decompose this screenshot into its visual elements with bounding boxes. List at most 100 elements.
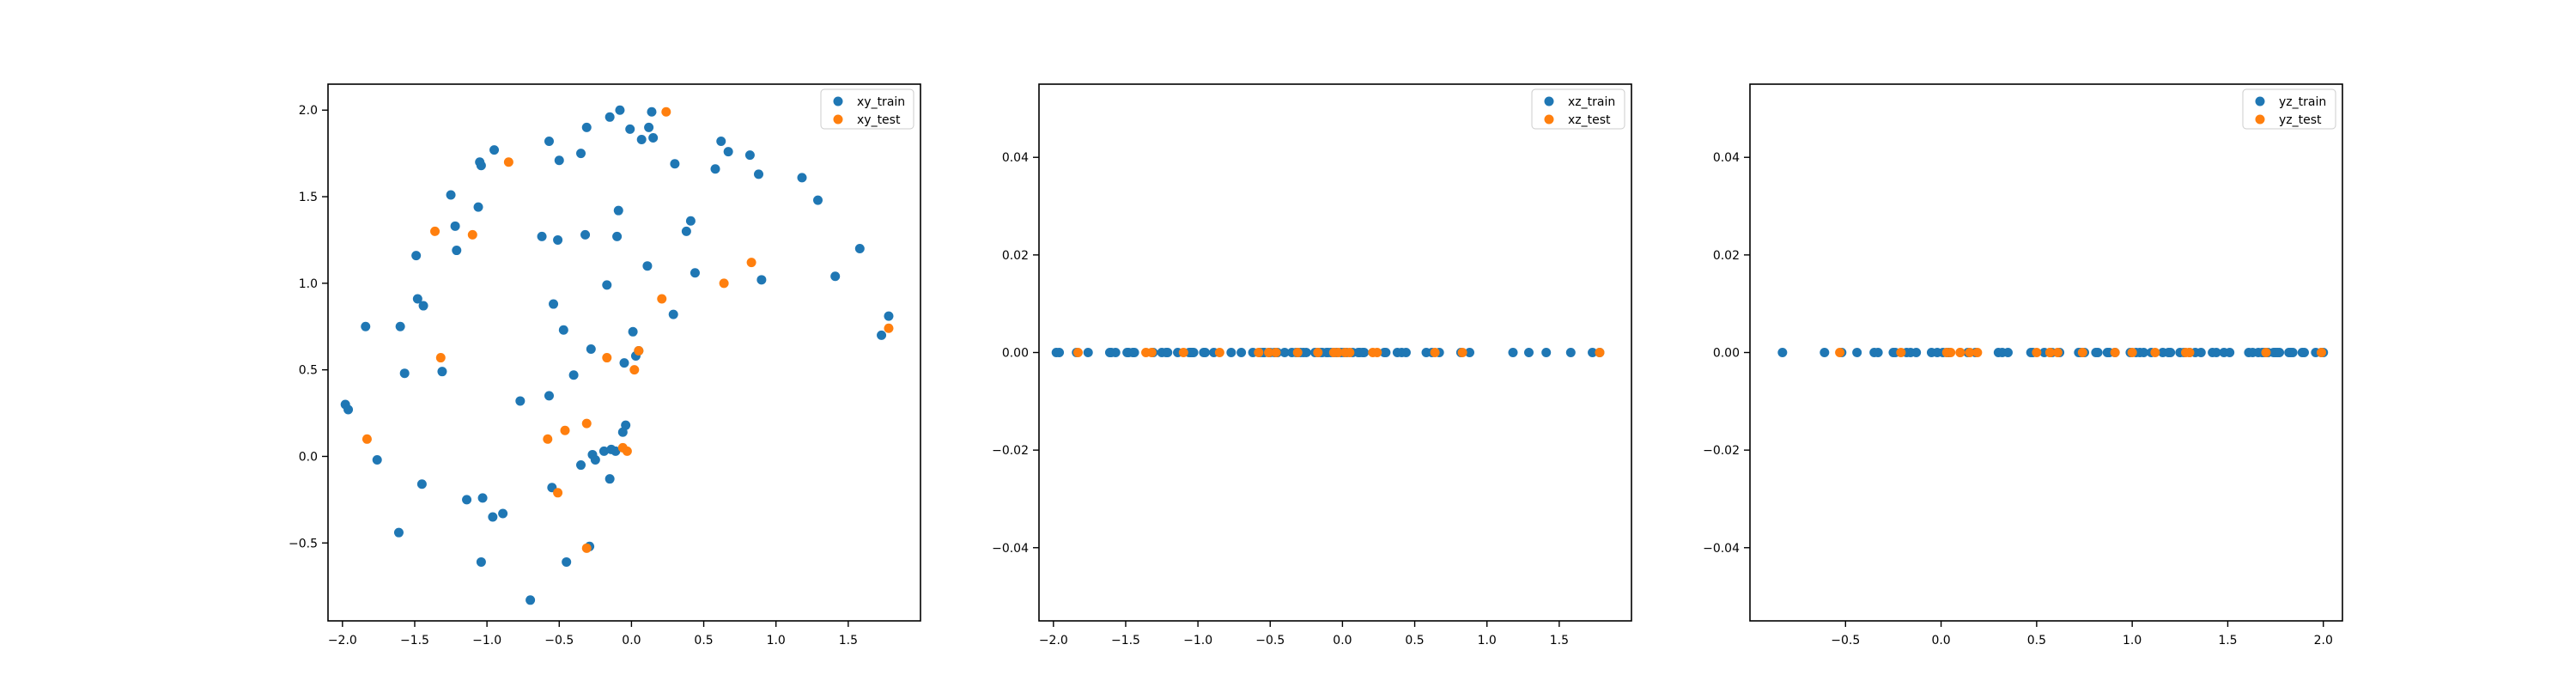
xz_train-point xyxy=(1400,348,1411,357)
yz-x-tick-label: −0.5 xyxy=(1831,634,1860,647)
xy-y-tick-label: 1.0 xyxy=(299,277,318,291)
xy_train-point xyxy=(681,226,691,236)
xz-x-tick-label: −2.0 xyxy=(1039,634,1068,647)
xy_train-point xyxy=(544,391,554,401)
xy_test-point xyxy=(430,226,440,236)
xy_train-point xyxy=(372,455,382,465)
xy_test-point xyxy=(622,446,632,456)
xz_test-point xyxy=(1333,348,1343,357)
xz-x-tick-label: −1.0 xyxy=(1183,634,1212,647)
yz_test-point xyxy=(1946,348,1956,357)
yz_test-legend-marker xyxy=(2255,114,2265,125)
xy_train-point xyxy=(625,124,635,134)
yz_train-point xyxy=(2139,348,2149,357)
xy_train-point xyxy=(526,595,536,605)
yz-legend: yz_train yz_test xyxy=(2242,88,2336,130)
xy_train-point xyxy=(884,311,894,321)
yz_test-point xyxy=(1972,348,1983,357)
xy_train-point xyxy=(642,261,653,271)
xy_test-point xyxy=(543,434,553,444)
xy-x-tick-label: 1.5 xyxy=(839,634,858,647)
xy-y-tick-label: 2.0 xyxy=(299,104,318,118)
xz_train-point xyxy=(1508,348,1518,357)
xy_train-point xyxy=(450,221,460,231)
xy_train-point xyxy=(754,169,764,179)
xz-x-tick-label: 1.5 xyxy=(1550,634,1569,647)
xy_train-point xyxy=(615,105,625,115)
xy_train-point xyxy=(613,205,623,216)
xz_test-point xyxy=(1345,348,1355,357)
xy_test-point xyxy=(602,353,612,363)
xz_test-point xyxy=(1072,348,1083,357)
xy_train-point xyxy=(602,280,612,290)
xz-y-tick-label: 0.02 xyxy=(1002,249,1029,263)
xy_train-point xyxy=(411,251,422,261)
xy_train-point xyxy=(568,370,579,380)
xy_train-point xyxy=(446,190,456,200)
xz_train-point xyxy=(1359,348,1370,357)
xy_train-point xyxy=(576,460,586,471)
xy_test-legend-label: xy_test xyxy=(857,113,901,127)
xz_train-point xyxy=(1541,348,1552,357)
xy_train-point xyxy=(462,495,472,505)
yz_train-legend-marker xyxy=(2255,96,2265,106)
yz-x-tick-label: 1.5 xyxy=(2218,634,2237,647)
xz-y-tick-label: 0.00 xyxy=(1002,347,1029,361)
xy_train-point xyxy=(489,145,500,155)
yz_test-point xyxy=(2127,348,2137,357)
xy_train-point xyxy=(580,229,591,240)
xy_train-point xyxy=(361,321,371,331)
xy_train-point xyxy=(744,150,755,161)
yz_train-point xyxy=(2166,348,2176,357)
yz-y-tick-label: 0.00 xyxy=(1713,347,1740,361)
yz_train-point xyxy=(2002,348,2013,357)
xz_train-point xyxy=(1110,348,1121,357)
xy_train-point xyxy=(576,149,586,159)
xz-legend: xz_train xz_test xyxy=(1531,88,1625,130)
yz_test-point xyxy=(2032,348,2042,357)
xz_train-point xyxy=(1279,348,1290,357)
xy_train-point xyxy=(488,512,498,522)
xy-y-tick-label: 0.0 xyxy=(299,450,318,464)
xy_train-point xyxy=(412,294,422,304)
yz_test-point xyxy=(2110,348,2120,357)
xz-legend-box xyxy=(1531,88,1625,130)
xz_train-point xyxy=(1083,348,1093,357)
yz-x-tick-label: 0.5 xyxy=(2027,634,2046,647)
xy_train-point xyxy=(395,321,405,331)
xy_train-point xyxy=(636,135,647,145)
xy-x-tick-label: 0.0 xyxy=(622,634,641,647)
xz_train-point xyxy=(1163,348,1173,357)
xz-x-tick-label: 0.5 xyxy=(1405,634,1424,647)
xz_train-point xyxy=(1200,348,1211,357)
xz_test-point xyxy=(1271,348,1281,357)
yz_test-point xyxy=(2077,348,2087,357)
yz_test-point xyxy=(1896,348,1906,357)
xz_train-point xyxy=(1301,348,1311,357)
yz_train-point xyxy=(2299,348,2309,357)
yz_test-point xyxy=(2184,348,2195,357)
xy_train-point xyxy=(716,137,726,147)
xy_test-point xyxy=(361,434,372,444)
yz-x-tick-label: 0.0 xyxy=(1931,634,1950,647)
subplot-xy: −2.0 −1.5 −1.0 −0.5 0.0 0.5 1.0 1.5 −0.5 0.0 0.5 1.… xyxy=(289,83,921,647)
xy_test-point xyxy=(560,425,570,435)
xz_test-point xyxy=(1430,348,1440,357)
xz-x-tick-label: 1.0 xyxy=(1478,634,1497,647)
xy_train-point xyxy=(590,455,600,465)
xy_test-point xyxy=(581,543,592,553)
yz-legend-box xyxy=(2242,88,2336,130)
xy-y-tick-label: −0.5 xyxy=(289,537,318,550)
xy_train-point xyxy=(756,275,767,285)
xz_test-point xyxy=(1178,348,1188,357)
xy_test-legend-marker xyxy=(833,114,843,125)
xy_train-point xyxy=(558,325,568,335)
xy_train-point xyxy=(628,326,638,337)
xy_train-point xyxy=(554,155,564,166)
xz-y-tick-label: −0.04 xyxy=(992,542,1029,556)
yz-x-tick-label: 2.0 xyxy=(2314,634,2333,647)
xz_train-legend-marker xyxy=(1544,96,1554,106)
xy-x-tick-label: 0.5 xyxy=(694,634,713,647)
